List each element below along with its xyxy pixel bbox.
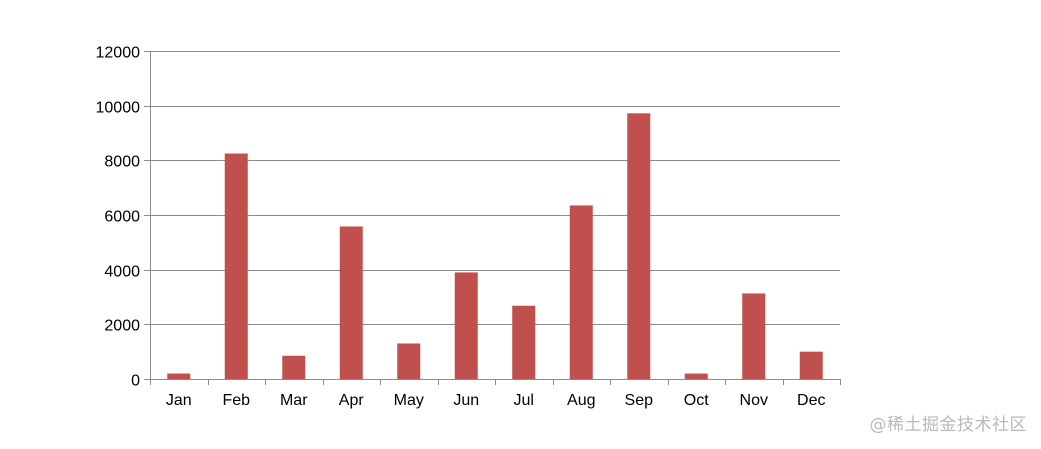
- x-tick-label: Oct: [684, 392, 709, 409]
- x-tick-label: Apr: [339, 392, 365, 409]
- bar: [339, 226, 363, 379]
- x-tick-label: Jan: [166, 392, 192, 409]
- x-tick-label: Feb: [222, 392, 250, 409]
- bar: [627, 113, 651, 379]
- bar: [167, 373, 191, 379]
- bar: [397, 343, 421, 379]
- x-tick-label: Jul: [514, 392, 534, 409]
- bar: [684, 373, 708, 379]
- bar: [224, 153, 248, 379]
- x-tick-label: Jun: [453, 392, 479, 409]
- bar: [799, 351, 823, 379]
- y-axis: 0 2000 4000 6000 8000 10000 12000: [96, 45, 151, 390]
- bar: [569, 205, 593, 379]
- x-tick-label: Sep: [625, 392, 654, 409]
- bar: [512, 305, 536, 379]
- y-tick-label: 12000: [96, 45, 141, 62]
- bar-series: [167, 113, 823, 379]
- bar: [454, 272, 478, 379]
- bar: [742, 293, 766, 379]
- x-tick-label: Dec: [797, 392, 825, 409]
- bar: [282, 355, 306, 379]
- watermark-text: @稀土掘金技术社区: [869, 415, 1027, 435]
- x-tick-label: Nov: [740, 392, 768, 409]
- gridlines: [150, 51, 840, 380]
- y-tick-label: 2000: [104, 318, 140, 335]
- x-tick-label: Mar: [280, 392, 308, 409]
- x-tick-label: May: [394, 392, 424, 409]
- y-tick-label: 0: [131, 373, 140, 390]
- x-axis: Jan Feb Mar Apr May Jun Jul Aug Sep Oct Nov Dec: [150, 379, 841, 409]
- x-tick-label: Aug: [567, 392, 595, 409]
- y-tick-label: 6000: [104, 209, 140, 226]
- y-tick-label: 8000: [104, 154, 140, 171]
- y-tick-label: 4000: [104, 264, 140, 281]
- y-tick-label: 10000: [96, 100, 141, 117]
